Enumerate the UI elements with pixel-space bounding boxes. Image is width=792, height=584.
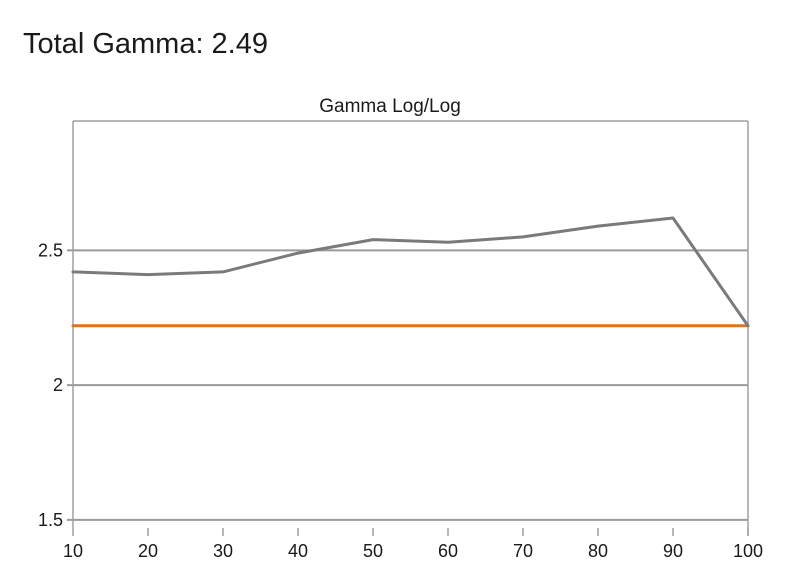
chart-title: Gamma Log/Log xyxy=(319,96,461,117)
y-tick-label: 2 xyxy=(53,375,63,395)
measured-gamma-line xyxy=(71,216,750,328)
series-layer xyxy=(71,216,750,328)
grid-layer xyxy=(67,249,748,521)
x-tick-label: 70 xyxy=(513,541,533,561)
x-tick-label: 20 xyxy=(138,541,158,561)
x-tick-label: 30 xyxy=(213,541,233,561)
plot-frame xyxy=(72,120,749,536)
x-tick-label: 40 xyxy=(288,541,308,561)
x-tick-label: 60 xyxy=(438,541,458,561)
y-tick-label: 2.5 xyxy=(38,240,63,260)
total-gamma-headline: Total Gamma: 2.49 xyxy=(23,28,268,60)
x-axis-ticks: 10 20 30 40 50 60 70 80 90 100 xyxy=(63,528,763,561)
y-axis-ticks: 1.5 2 2.5 xyxy=(38,240,63,530)
x-tick-label: 50 xyxy=(363,541,383,561)
y-tick-label: 1.5 xyxy=(38,510,63,530)
x-tick-label: 80 xyxy=(588,541,608,561)
x-tick-label: 10 xyxy=(63,541,83,561)
x-tick-label: 90 xyxy=(663,541,683,561)
x-tick-label: 100 xyxy=(733,541,763,561)
